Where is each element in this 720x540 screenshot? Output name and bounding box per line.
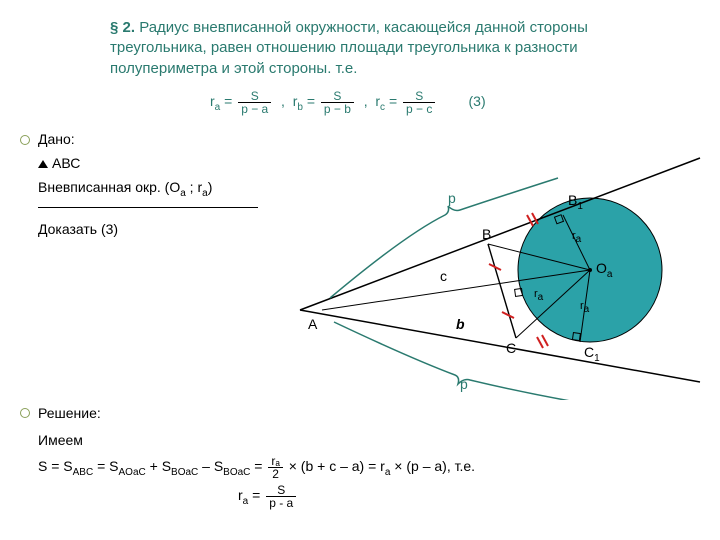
- formula-line: ra = Sp − a , rb = Sp − b , rc = Sp − c …: [210, 90, 486, 115]
- brace-bottom: [334, 322, 576, 400]
- heading-bold: § 2.: [110, 19, 135, 36]
- frac-b: Sp − b: [321, 90, 354, 115]
- frac-ra2: rₐ2: [268, 455, 282, 480]
- eq1: =: [224, 93, 236, 109]
- label-b: b: [456, 316, 465, 332]
- bullet-icon: [20, 135, 30, 145]
- double-tick-mark: [537, 337, 543, 348]
- given-divider: [38, 207, 258, 208]
- label-p-top: p: [448, 190, 456, 206]
- frac-final: Sp - a: [266, 484, 296, 509]
- formula-tag: (3): [469, 93, 486, 109]
- bullet-icon: [20, 408, 30, 418]
- ra-sub: a: [215, 102, 221, 113]
- rc-sub: c: [380, 102, 385, 113]
- label-C: C: [506, 340, 516, 356]
- given-block: Дано: АВС Вневписанная окр. (Оа ; rа) До…: [38, 128, 258, 242]
- rb-sub: b: [297, 102, 303, 113]
- frac-c: Sp − c: [403, 90, 435, 115]
- label-ra2: rа: [534, 288, 543, 303]
- eq2: =: [307, 93, 319, 109]
- label-Oa: Oа: [596, 260, 612, 280]
- given-line-4: Доказать (3): [38, 218, 258, 242]
- double-tick-mark: [542, 335, 548, 346]
- line-BC: [488, 244, 516, 338]
- label-ra3: rа: [580, 300, 589, 315]
- double-tick-mark: [532, 213, 538, 224]
- given-line-2: АВС: [38, 152, 258, 176]
- label-c: c: [440, 268, 447, 284]
- label-B: B: [482, 226, 491, 242]
- solution-line-2: Имеем: [38, 427, 678, 454]
- triangle-icon: [38, 160, 48, 168]
- solution-line-3: S = SABC = SAOaC + SBOaC – SBOaC = rₐ2 ×…: [38, 453, 678, 482]
- geometry-diagram: A B C В1 С1 Oа c b rа rа rа p p: [290, 140, 710, 400]
- section-heading: § 2. Радиус вневписанной окружности, кас…: [110, 18, 670, 79]
- center-point: [588, 268, 592, 272]
- label-A: A: [308, 316, 317, 332]
- label-ra1: rа: [572, 230, 581, 245]
- double-tick-mark: [527, 215, 533, 226]
- solution-block: Решение: Имеем S = SABC = SAOaC + SBOaC …: [38, 400, 678, 511]
- label-p-bot: p: [460, 376, 468, 392]
- eq3: =: [389, 93, 401, 109]
- given-line-1: Дано:: [38, 128, 258, 152]
- frac-a: Sp − a: [238, 90, 271, 115]
- given-line-3: Вневписанная окр. (Оа ; rа): [38, 176, 258, 202]
- label-B1: В1: [568, 192, 583, 212]
- diagram-svg: [290, 140, 710, 400]
- heading-text: Радиус вневписанной окружности, касающей…: [110, 19, 588, 77]
- solution-line-1: Решение:: [38, 400, 678, 427]
- solution-line-4: rа = Sp - a: [38, 482, 678, 511]
- label-C1: С1: [584, 344, 600, 364]
